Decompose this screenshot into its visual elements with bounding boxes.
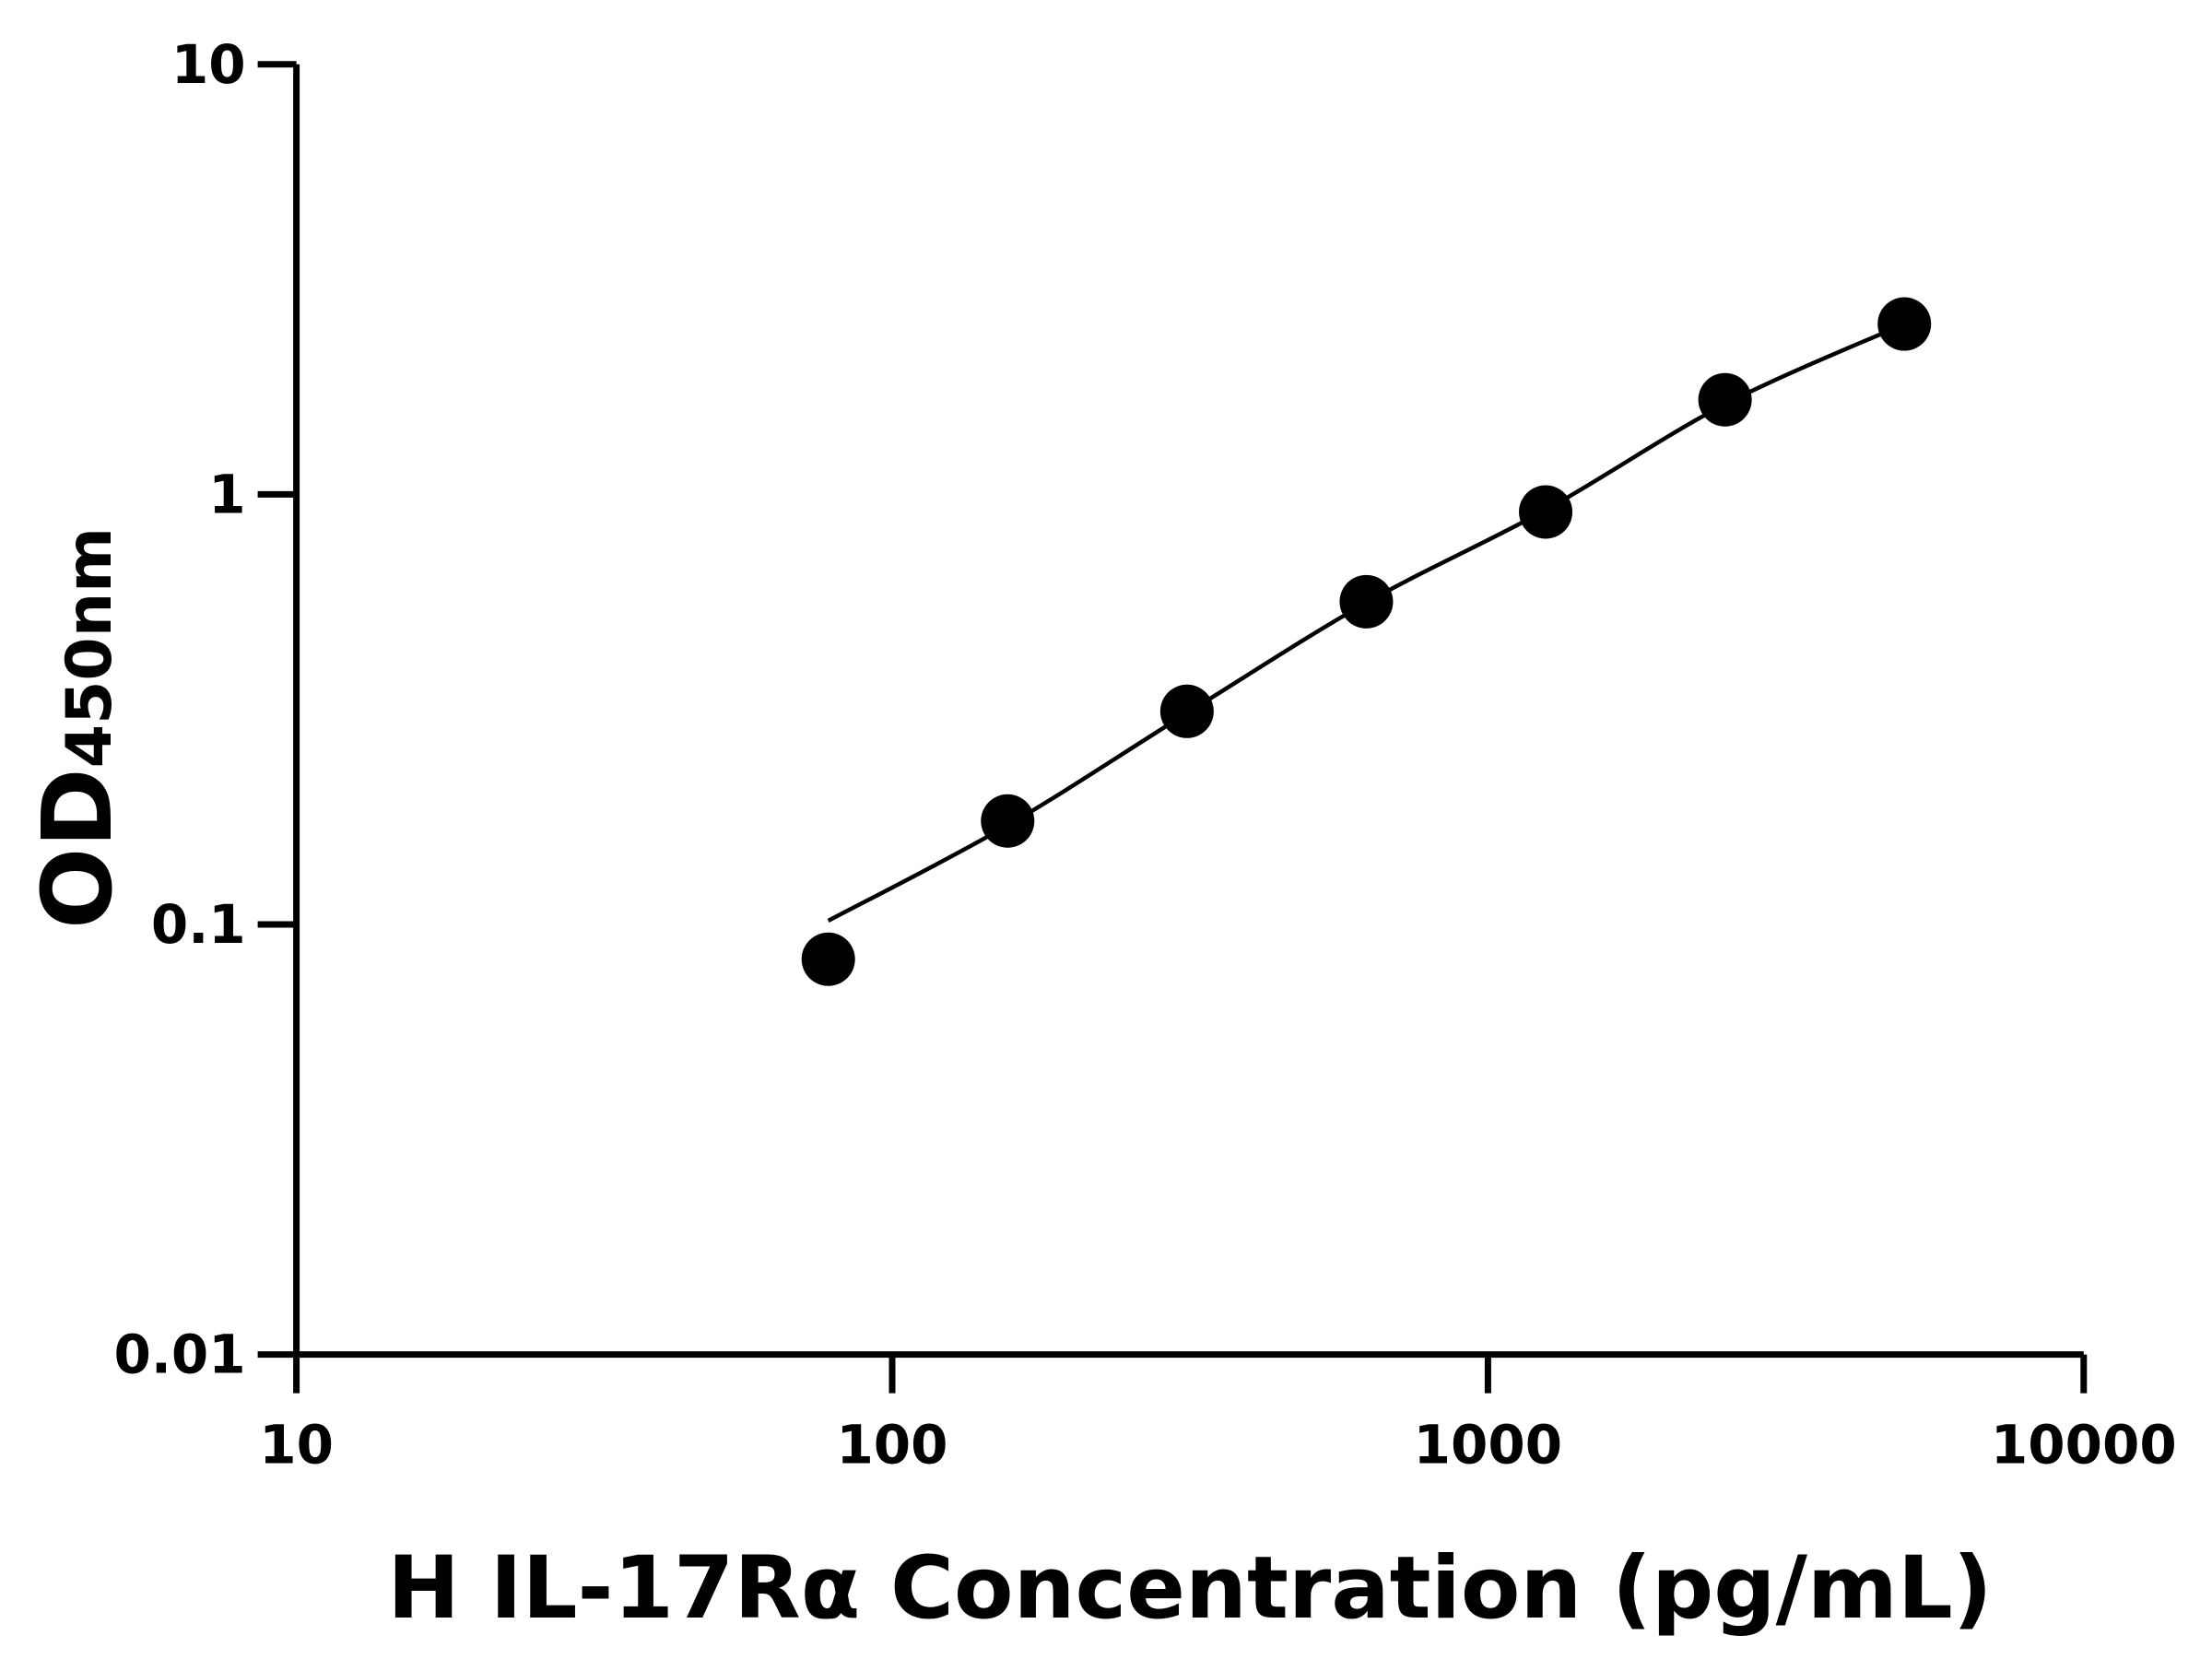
y-axis-label: OD450nm	[21, 527, 134, 929]
data-point	[801, 932, 855, 986]
data-point	[981, 794, 1035, 848]
y-axis-label-main: OD	[21, 768, 134, 929]
axes: 10 100 1000 10000 0.01 0.1 1 10	[113, 33, 2176, 1477]
y-axis-label-sub: 450nm	[53, 527, 126, 768]
x-tick-label: 10	[259, 1414, 334, 1477]
data-point	[1159, 684, 1214, 738]
x-axis-label: H IL-17Rα Concentration (pg/mL)	[387, 1538, 1992, 1639]
data-point	[1698, 372, 1752, 427]
data-point	[1339, 574, 1394, 629]
x-tick-label: 1000	[1414, 1414, 1562, 1477]
y-tick-label: 0.01	[113, 1324, 245, 1386]
y-tick-label: 0.1	[151, 893, 246, 956]
y-tick-label: 1	[208, 463, 245, 525]
y-tick-label: 10	[171, 33, 246, 96]
data-point	[1877, 297, 1932, 351]
x-tick-label: 10000	[1991, 1414, 2177, 1477]
data-point	[1519, 485, 1573, 539]
x-tick-label: 100	[836, 1414, 947, 1477]
marks	[801, 297, 1932, 986]
